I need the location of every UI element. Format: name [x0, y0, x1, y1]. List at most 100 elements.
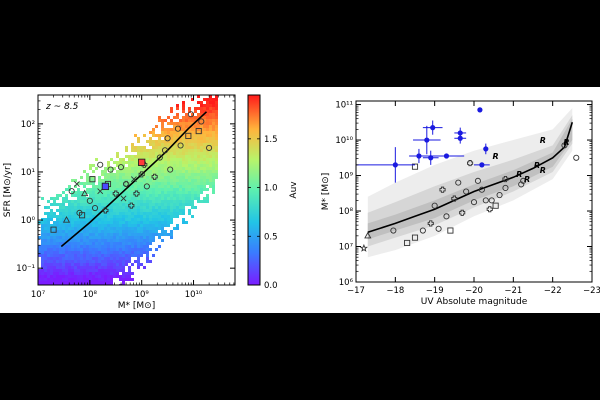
observation-point: [447, 227, 454, 234]
density-pixel: [167, 161, 170, 164]
density-pixel: [149, 197, 152, 200]
density-pixel: [95, 212, 98, 215]
density-pixel: [122, 257, 125, 260]
density-pixel: [152, 155, 155, 158]
density-pixel: [188, 119, 191, 122]
density-pixel: [143, 149, 146, 152]
density-pixel: [128, 200, 131, 203]
density-pixel: [155, 218, 158, 221]
density-pixel: [128, 206, 131, 209]
density-pixel: [74, 272, 77, 275]
density-pixel: [188, 143, 191, 146]
density-pixel: [65, 278, 68, 281]
density-pixel: [47, 275, 50, 278]
density-pixel: [143, 266, 146, 269]
density-pixel: [191, 119, 194, 122]
density-pixel: [182, 140, 185, 143]
density-pixel: [170, 215, 173, 218]
density-pixel: [86, 176, 89, 179]
density-pixel: [173, 206, 176, 209]
density-pixel: [200, 101, 203, 104]
density-pixel: [155, 167, 158, 170]
density-pixel: [125, 239, 128, 242]
density-pixel: [212, 143, 215, 146]
density-pixel: [212, 119, 215, 122]
density-pixel: [143, 155, 146, 158]
density-pixel: [110, 281, 113, 284]
density-pixel: [194, 179, 197, 182]
density-pixel: [65, 242, 68, 245]
density-pixel: [110, 167, 113, 170]
density-pixel: [47, 206, 50, 209]
density-pixel: [161, 185, 164, 188]
density-pixel: [101, 203, 104, 206]
density-pixel: [95, 218, 98, 221]
density-pixel: [215, 101, 218, 104]
density-pixel: [74, 179, 77, 182]
density-pixel: [206, 143, 209, 146]
density-pixel: [44, 257, 47, 260]
density-pixel: [101, 200, 104, 203]
density-pixel: [104, 170, 107, 173]
density-pixel: [125, 236, 128, 239]
density-pixel: [200, 140, 203, 143]
blue-point: [483, 146, 489, 152]
density-pixel: [215, 146, 218, 149]
density-pixel: [185, 131, 188, 134]
density-pixel: [182, 170, 185, 173]
density-pixel: [41, 260, 44, 263]
density-pixel: [92, 179, 95, 182]
density-pixel: [86, 275, 89, 278]
density-pixel: [164, 167, 167, 170]
density-pixel: [80, 209, 83, 212]
density-pixel: [182, 164, 185, 167]
observation-point: [73, 181, 80, 187]
density-pixel: [191, 149, 194, 152]
density-pixel: [188, 149, 191, 152]
density-pixel: [98, 266, 101, 269]
density-pixel: [164, 161, 167, 164]
density-pixel: [176, 203, 179, 206]
density-pixel: [215, 95, 218, 98]
density-pixel: [77, 206, 80, 209]
density-pixel: [182, 125, 185, 128]
density-pixel: [212, 98, 215, 101]
density-pixel: [161, 218, 164, 221]
density-pixel: [170, 182, 173, 185]
density-pixel: [128, 188, 131, 191]
density-pixel: [92, 176, 95, 179]
density-pixel: [191, 170, 194, 173]
density-pixel: [83, 206, 86, 209]
density-pixel: [101, 191, 104, 194]
density-pixel: [149, 227, 152, 230]
density-pixel: [176, 164, 179, 167]
x-tick-label: −21: [504, 286, 522, 296]
density-pixel: [83, 236, 86, 239]
density-pixel: [101, 254, 104, 257]
density-pixel: [125, 275, 128, 278]
density-pixel: [191, 137, 194, 140]
density-pixel: [59, 269, 62, 272]
density-pixel: [179, 173, 182, 176]
density-pixel: [182, 182, 185, 185]
density-pixel: [80, 206, 83, 209]
density-pixel: [200, 167, 203, 170]
density-pixel: [137, 212, 140, 215]
density-pixel: [116, 227, 119, 230]
density-pixel: [92, 164, 95, 167]
density-pixel: [83, 185, 86, 188]
x-tick-label: −20: [465, 286, 483, 296]
observation-point: [482, 197, 489, 204]
density-pixel: [128, 266, 131, 269]
density-pixel: [68, 218, 71, 221]
density-pixel: [62, 239, 65, 242]
density-pixel: [125, 227, 128, 230]
density-pixel: [185, 197, 188, 200]
density-pixel: [62, 266, 65, 269]
density-pixel: [203, 179, 206, 182]
density-pixel: [77, 200, 80, 203]
x-tick-label: −23: [583, 286, 600, 296]
density-pixel: [104, 266, 107, 269]
density-pixel: [119, 167, 122, 170]
density-pixel: [188, 209, 191, 212]
